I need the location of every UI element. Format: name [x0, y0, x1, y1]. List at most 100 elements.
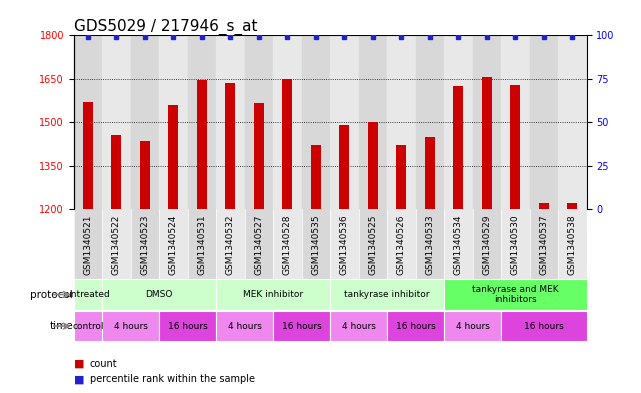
Bar	[453, 86, 463, 209]
Text: 4 hours: 4 hours	[228, 321, 262, 331]
Bar	[245, 35, 273, 209]
Text: GSM1340529: GSM1340529	[482, 215, 491, 275]
Text: GSM1340534: GSM1340534	[454, 215, 463, 275]
Text: GSM1340526: GSM1340526	[397, 215, 406, 275]
Text: 4 hours: 4 hours	[342, 321, 376, 331]
Bar	[444, 209, 472, 279]
Bar	[558, 209, 587, 279]
Bar	[529, 35, 558, 209]
Text: GSM1340522: GSM1340522	[112, 215, 121, 275]
Bar	[330, 35, 358, 209]
Bar	[273, 209, 302, 279]
Text: tankyrase inhibitor: tankyrase inhibitor	[344, 290, 430, 299]
Bar	[131, 35, 159, 209]
Text: untreated: untreated	[65, 290, 110, 299]
Text: GSM1340527: GSM1340527	[254, 215, 263, 275]
Text: 16 hours: 16 hours	[395, 321, 435, 331]
Text: tankyrase and MEK
inhibitors: tankyrase and MEK inhibitors	[472, 285, 558, 304]
Bar	[510, 84, 520, 209]
Bar	[396, 145, 406, 209]
Bar	[472, 209, 501, 279]
Bar	[216, 279, 330, 310]
Bar	[112, 135, 121, 209]
Bar	[415, 35, 444, 209]
Bar	[311, 145, 321, 209]
Bar	[216, 35, 245, 209]
Bar	[140, 141, 150, 209]
Bar	[358, 209, 387, 279]
Bar	[169, 105, 178, 209]
Bar	[387, 209, 415, 279]
Bar	[102, 209, 131, 279]
Text: GSM1340525: GSM1340525	[369, 215, 378, 275]
Bar	[226, 83, 235, 209]
Bar	[368, 122, 378, 209]
Bar	[102, 35, 131, 209]
Text: GSM1340523: GSM1340523	[140, 215, 149, 275]
Text: count: count	[90, 358, 117, 369]
Bar	[567, 204, 578, 209]
Text: 16 hours: 16 hours	[282, 321, 322, 331]
Bar	[444, 279, 587, 310]
Text: GSM1340521: GSM1340521	[83, 215, 92, 275]
Bar	[245, 209, 273, 279]
Text: 4 hours: 4 hours	[113, 321, 147, 331]
Bar	[358, 35, 387, 209]
Text: GDS5029 / 217946_s_at: GDS5029 / 217946_s_at	[74, 19, 257, 35]
Bar	[188, 35, 216, 209]
Bar	[131, 209, 159, 279]
Bar	[83, 102, 93, 209]
Bar	[330, 311, 387, 341]
Bar	[330, 279, 444, 310]
Bar	[302, 35, 330, 209]
Bar	[254, 103, 264, 209]
Text: 4 hours: 4 hours	[456, 321, 490, 331]
Text: GSM1340535: GSM1340535	[312, 215, 320, 275]
Bar	[216, 209, 245, 279]
Text: 16 hours: 16 hours	[524, 321, 563, 331]
Text: 16 hours: 16 hours	[168, 321, 208, 331]
Bar	[501, 311, 587, 341]
Text: GSM1340538: GSM1340538	[568, 215, 577, 275]
Text: GSM1340533: GSM1340533	[426, 215, 435, 275]
Bar	[330, 209, 358, 279]
Bar	[472, 35, 501, 209]
Text: control: control	[72, 321, 104, 331]
Text: protocol: protocol	[30, 290, 73, 299]
Bar	[273, 35, 302, 209]
Bar	[387, 35, 415, 209]
Bar	[339, 125, 349, 209]
Bar	[216, 311, 273, 341]
Bar	[283, 79, 292, 209]
Bar	[387, 311, 444, 341]
Bar	[501, 35, 529, 209]
Bar	[197, 80, 207, 209]
Bar	[74, 35, 102, 209]
Bar	[74, 279, 102, 310]
Text: ■: ■	[74, 358, 84, 369]
Bar	[529, 209, 558, 279]
Text: GSM1340530: GSM1340530	[511, 215, 520, 275]
Text: GSM1340528: GSM1340528	[283, 215, 292, 275]
Text: MEK inhibitor: MEK inhibitor	[243, 290, 303, 299]
Bar	[415, 209, 444, 279]
Bar	[501, 209, 529, 279]
Text: time: time	[49, 321, 73, 331]
Bar	[425, 137, 435, 209]
Bar	[102, 311, 159, 341]
Bar	[444, 311, 501, 341]
Text: GSM1340536: GSM1340536	[340, 215, 349, 275]
Bar	[539, 204, 549, 209]
Bar	[159, 209, 188, 279]
Text: GSM1340532: GSM1340532	[226, 215, 235, 275]
Bar	[558, 35, 587, 209]
Text: ■: ■	[74, 374, 84, 384]
Text: percentile rank within the sample: percentile rank within the sample	[90, 374, 254, 384]
Bar	[444, 35, 472, 209]
Text: GSM1340531: GSM1340531	[197, 215, 206, 275]
Text: DMSO: DMSO	[146, 290, 173, 299]
Text: GSM1340524: GSM1340524	[169, 215, 178, 275]
Bar	[74, 209, 102, 279]
Bar	[482, 77, 492, 209]
Bar	[188, 209, 216, 279]
